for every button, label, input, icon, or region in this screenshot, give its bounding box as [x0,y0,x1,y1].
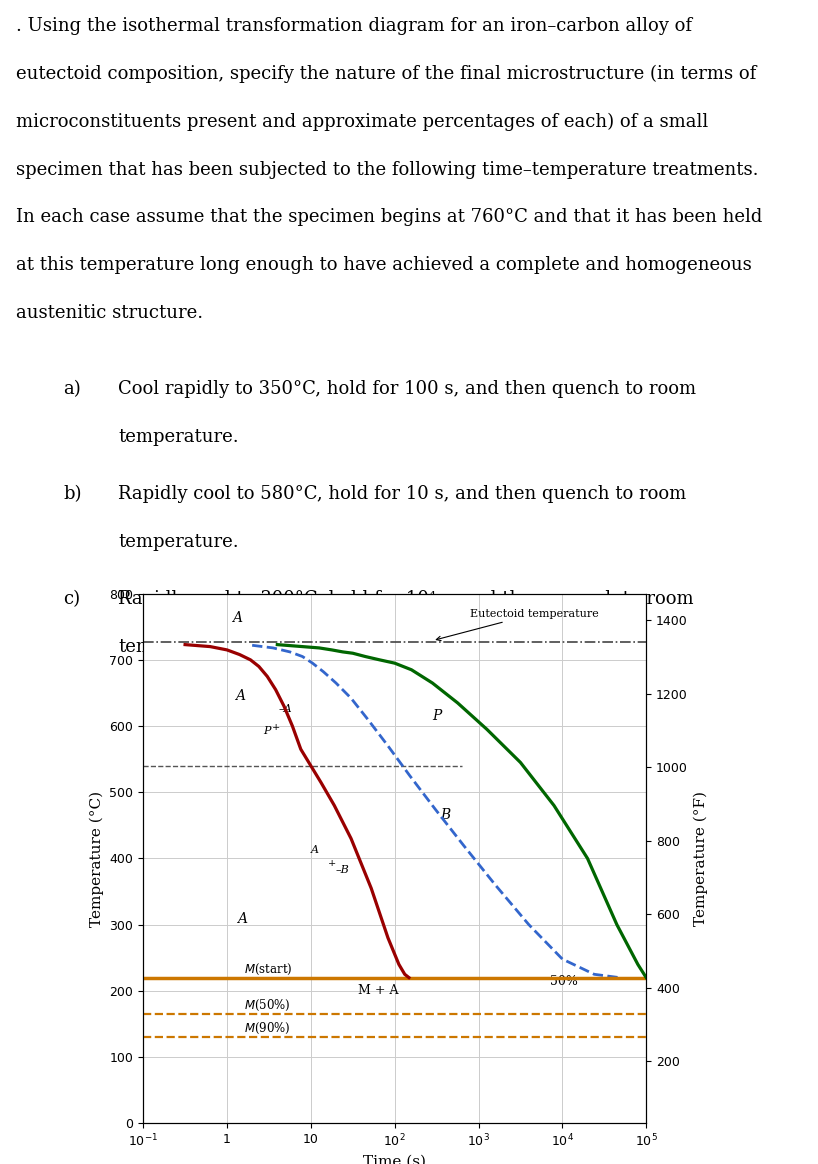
Text: a): a) [64,381,81,398]
X-axis label: Time (s): Time (s) [363,1155,426,1164]
Text: A: A [237,913,247,927]
Text: B: B [440,809,450,823]
Text: Cool rapidly to 350°C, hold for 100 s, and then quench to room: Cool rapidly to 350°C, hold for 100 s, a… [119,381,697,398]
Text: at this temperature long enough to have achieved a complete and homogeneous: at this temperature long enough to have … [16,256,752,274]
Text: P: P [263,725,271,736]
Text: Eutectoid temperature: Eutectoid temperature [436,609,599,640]
Text: b): b) [64,485,82,503]
Text: Rapidly cool to 580°C, hold for 10 s, and then quench to room: Rapidly cool to 580°C, hold for 10 s, an… [119,485,686,503]
Text: c): c) [64,590,81,608]
Text: temperature.: temperature. [119,428,239,446]
Text: specimen that has been subjected to the following time–temperature treatments.: specimen that has been subjected to the … [16,161,759,178]
Text: $M$(50%): $M$(50%) [244,998,290,1013]
Text: temperature.: temperature. [119,533,239,551]
Text: austenitic structure.: austenitic structure. [16,304,204,321]
Text: $M$(90%): $M$(90%) [244,1021,290,1036]
Text: In each case assume that the specimen begins at 760°C and that it has been held: In each case assume that the specimen be… [16,208,762,226]
Text: M + A: M + A [357,985,398,998]
Text: +: + [327,859,336,867]
Text: P: P [432,709,441,723]
Text: $M$(start): $M$(start) [244,961,292,977]
Text: 50%: 50% [550,975,578,988]
Text: A: A [235,689,245,703]
Text: +: + [272,723,280,732]
Text: –B: –B [336,865,350,874]
Text: –A: –A [279,704,293,715]
Y-axis label: Temperature (°F): Temperature (°F) [694,792,708,925]
Text: . Using the isothermal transformation diagram for an iron–carbon alloy of: . Using the isothermal transformation di… [16,17,692,35]
Text: temperature.: temperature. [119,638,239,655]
Text: A: A [232,611,242,625]
Y-axis label: Temperature (°C): Temperature (°C) [89,790,104,927]
Text: Rapidly cool to 300°C, hold for 10⁴ s, and then quench to room: Rapidly cool to 300°C, hold for 10⁴ s, a… [119,590,694,608]
Text: microconstituents present and approximate percentages of each) of a small: microconstituents present and approximat… [16,113,708,132]
Text: A: A [311,845,319,854]
Text: eutectoid composition, specify the nature of the final microstructure (in terms : eutectoid composition, specify the natur… [16,65,757,84]
